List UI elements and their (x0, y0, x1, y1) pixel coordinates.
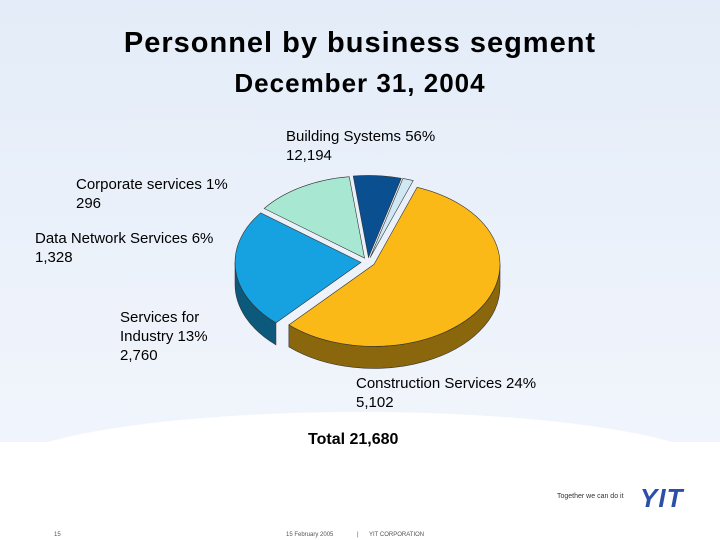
label-corporate-services-value: 296 (76, 195, 102, 212)
yit-logo: YIT (640, 483, 684, 513)
label-data-network-services: Data Network Services 6% 1,328 (35, 229, 213, 267)
label-building-systems-value: 12,194 (286, 147, 332, 164)
chart-subtitle: December 31, 2004 (234, 68, 486, 98)
label-services-for-industry-value: 2,760 (120, 347, 158, 364)
footer-date: 15 February 2005 (286, 532, 334, 538)
pie-slice-construction-services (234, 212, 362, 324)
label-construction-services-value: 5,102 (356, 394, 394, 411)
tagline: Together we can do it (557, 493, 624, 500)
footer-separator: | (357, 532, 359, 538)
pie-slice-building-systems (288, 186, 501, 347)
pie-slice-corporate-services (369, 178, 414, 258)
label-construction-services: Construction Services 24% 5,102 (356, 374, 536, 412)
label-services-for-industry: Services for Industry 13% 2,760 (120, 308, 208, 365)
label-data-network-services-value: 1,328 (35, 249, 73, 266)
pie-slice-data-network-services (352, 175, 402, 259)
label-data-network-services-name: Data Network Services 6% (35, 230, 214, 247)
label-building-systems: Building Systems 56% 12,194 (286, 127, 435, 165)
label-construction-services-name: Construction Services 24% (356, 375, 537, 392)
page-number: 15 (54, 532, 61, 538)
label-services-for-industry-line1: Services for (120, 309, 200, 326)
label-services-for-industry-line2: Industry 13% (120, 328, 208, 345)
pie-slice-services-for-industry (263, 176, 365, 259)
label-corporate-services: Corporate services 1% 296 (76, 175, 228, 213)
chart-title: Personnel by business segment (123, 27, 597, 59)
total-label: Total 21,680 (308, 431, 399, 448)
pie-tops (234, 175, 501, 347)
footer-company: YIT CORPORATION (369, 532, 425, 538)
label-corporate-services-name: Corporate services 1% (76, 176, 228, 193)
label-building-systems-name: Building Systems 56% (286, 128, 436, 145)
